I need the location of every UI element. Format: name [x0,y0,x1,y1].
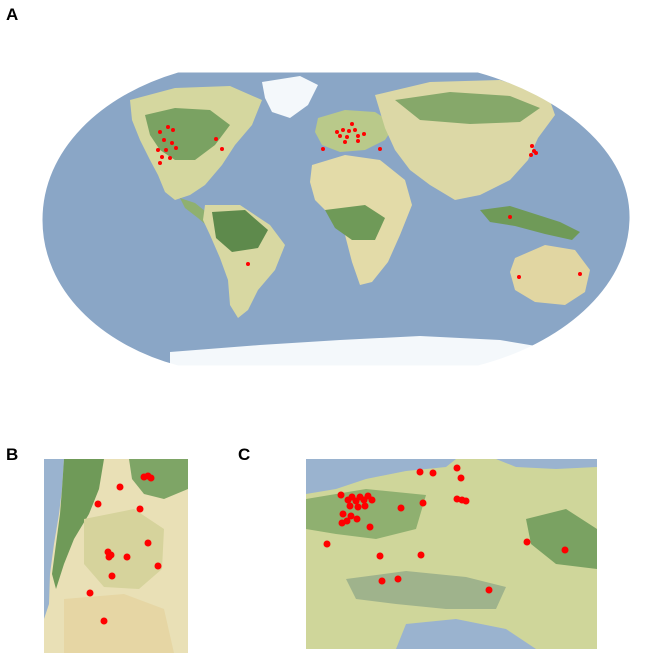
marker [343,517,351,525]
marker [164,148,168,152]
marker [343,140,347,144]
marker [156,148,160,152]
africa-forest [325,205,385,240]
globe-outline [41,71,631,367]
mediterranean [396,619,536,649]
marker [160,155,164,159]
marker [108,572,116,580]
marker [323,540,331,548]
australia [510,245,590,305]
marker [523,538,531,546]
marker [158,161,162,165]
baltic-sea [496,459,597,469]
marker [347,129,351,133]
panel-label-c: C [238,445,251,464]
rocky-forest [129,459,188,499]
marker [394,575,402,583]
marker [353,128,357,132]
alps [346,571,506,609]
marker [337,491,345,499]
marker [136,505,144,513]
marker [100,617,108,625]
marker [174,146,178,150]
north-sea [306,459,456,494]
coastal-forest [52,459,104,589]
amazon-forest [212,210,268,252]
marker [378,147,382,151]
marker [356,139,360,143]
marker [123,553,131,561]
marker [361,502,369,510]
panel-label-b: B [6,445,19,464]
marker [147,474,155,482]
marker [105,553,113,561]
marker [462,497,470,505]
marker [578,272,582,276]
marker [508,215,512,219]
panel-label-a: A [6,5,19,24]
marker [485,586,493,594]
marker [144,539,152,547]
marker [353,515,361,523]
marker [561,546,569,554]
marker [376,552,384,560]
marker [429,469,437,477]
marker [529,153,533,157]
marker [346,502,354,510]
north-america-inset-map [44,459,188,653]
marker [154,562,162,570]
marker [162,138,166,142]
marker [457,474,465,482]
marker [94,500,102,508]
marker [416,468,424,476]
greenland [262,76,318,118]
marker [246,262,250,266]
siberia-forest [395,92,540,124]
antarctica [170,336,560,366]
world-markers [156,122,582,279]
marker [517,275,521,279]
marker [158,130,162,134]
southwest-desert [64,594,174,653]
indonesia [480,206,580,240]
marker [378,577,386,585]
marker [170,141,174,145]
marker [397,504,405,512]
marker [530,144,534,148]
marker [339,510,347,518]
marker [453,464,461,472]
marker [366,523,374,531]
world-map [41,71,631,367]
marker [354,503,362,511]
marker [220,147,224,151]
interior-shrubland [84,509,164,589]
marker [338,134,342,138]
marker [368,496,376,504]
carpathians [526,509,597,569]
inset-c-markers [323,464,569,594]
marker [116,483,124,491]
marker [362,132,366,136]
marker [214,137,218,141]
europe-inset-map [306,459,597,649]
marker [86,589,94,597]
marker [341,128,345,132]
marker [356,134,360,138]
inset-b-markers [86,472,162,625]
marker [347,512,355,520]
marker [350,122,354,126]
marker [166,125,170,129]
marker [321,147,325,151]
north-america-forest [145,108,230,160]
marker [345,135,349,139]
marker [171,128,175,132]
marker [417,551,425,559]
marker [168,156,172,160]
marker [419,499,427,507]
lowland-forest [306,489,426,539]
marker [335,130,339,134]
pacific-ocean [44,459,64,619]
marker [534,151,538,155]
